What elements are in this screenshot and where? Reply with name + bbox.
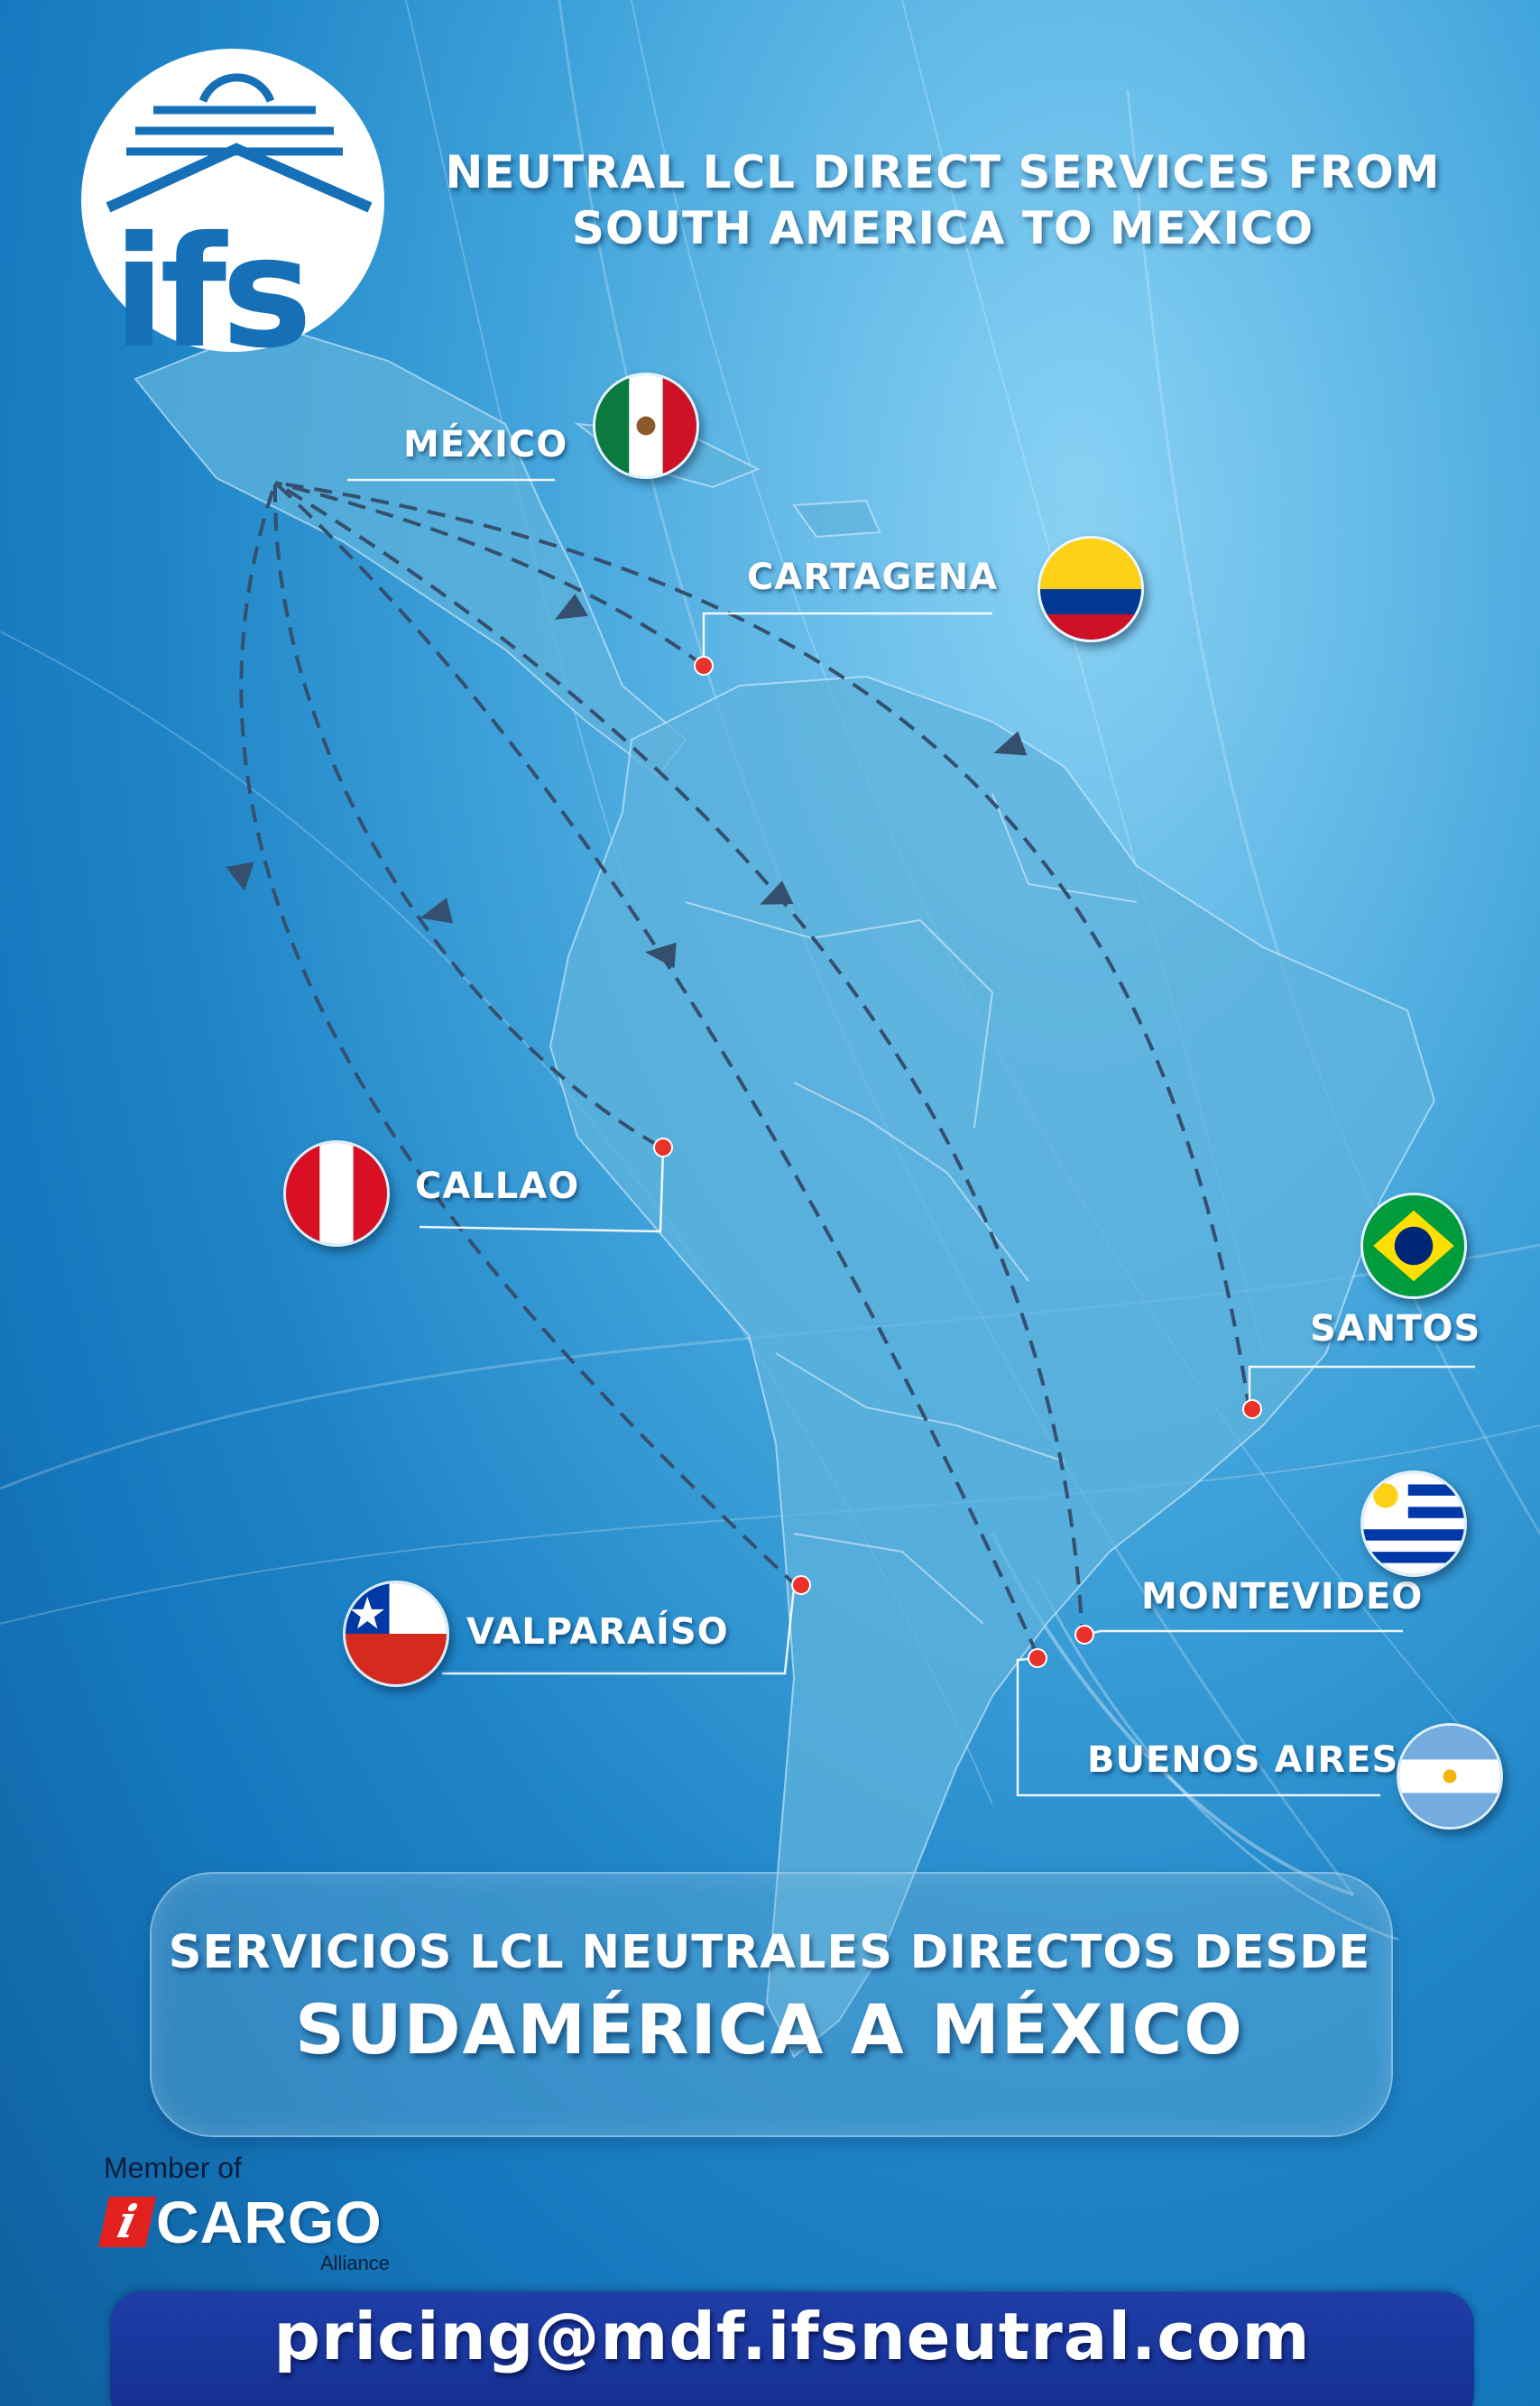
- colombia-flag-icon: [1037, 536, 1144, 642]
- cartagena-pin: [694, 656, 714, 676]
- argentina-flag-icon: [1397, 1723, 1503, 1830]
- callao-pin: [653, 1138, 673, 1157]
- mexico-flag-icon: [593, 373, 699, 479]
- spanish-title-line1: SERVICIOS LCL NEUTRALES DIRECTOS DESDE: [168, 1926, 1371, 1979]
- route-valparaiso-mexico: [239, 482, 800, 1590]
- peru-flag-icon: [283, 1140, 390, 1247]
- spanish-title-line2: SUDAMÉRICA A MÉXICO: [295, 1989, 1244, 2070]
- south-america-land: [549, 675, 1436, 2059]
- cartagena-label: CARTAGENA: [747, 557, 999, 598]
- ifs-logo: [81, 49, 384, 352]
- arrow-icon: [226, 862, 254, 891]
- english-title-line2: SOUTH AMERICA TO MEXICO: [571, 202, 1314, 254]
- ifs-logo-text: ifs: [113, 204, 312, 383]
- montevideo-pin: [1074, 1625, 1094, 1645]
- icargo-wordmark: CARGO: [156, 2189, 383, 2255]
- chile-flag-icon: [343, 1581, 449, 1687]
- mexico-label: MÉXICO: [403, 424, 568, 466]
- valparaiso-label: VALPARAÍSO: [466, 1611, 729, 1653]
- icargo-logo: i CARGO: [98, 2189, 383, 2255]
- english-title-line1: NEUTRAL LCL DIRECT SERVICES FROM: [445, 146, 1441, 198]
- route-arrows: [226, 594, 1028, 969]
- land-masses: [134, 323, 1436, 2059]
- contact-bar: [110, 2291, 1474, 2406]
- brazil-flag-icon: [1360, 1193, 1467, 1299]
- buenos-aires-label: BUENOS AIRES: [1087, 1739, 1399, 1781]
- country-borders: [685, 793, 1138, 1625]
- shipping-routes: [239, 481, 1251, 1656]
- santos-pin: [1242, 1399, 1262, 1419]
- spanish-title-panel: [150, 1872, 1393, 2137]
- label-leader-lines: [347, 478, 1475, 1797]
- icargo-alliance-label: Alliance: [320, 2252, 391, 2274]
- route-callao-mexico: [272, 482, 659, 1148]
- member-of-label: Member of: [104, 2152, 242, 2184]
- route-cartagena-mexico: [274, 481, 705, 668]
- route-montevideo-mexico: [273, 481, 1084, 1643]
- arrow-icon: [555, 594, 588, 620]
- arrow-icon: [993, 731, 1028, 756]
- arrow-icon: [644, 942, 677, 969]
- route-santos-mexico: [274, 481, 1251, 1413]
- contact-email[interactable]: pricing@mdf.ifsneutral.com: [273, 2299, 1311, 2374]
- callao-label: CALLAO: [415, 1166, 580, 1207]
- arrow-icon: [420, 898, 454, 924]
- route-buenos-aires-mexico: [273, 481, 1039, 1656]
- montevideo-label: MONTEVIDEO: [1141, 1576, 1424, 1618]
- hispaniola-land: [792, 499, 881, 539]
- arrow-icon: [760, 880, 794, 905]
- valparaiso-pin: [791, 1575, 811, 1595]
- port-pins: [653, 656, 1262, 1668]
- buenos-aires-pin: [1028, 1648, 1047, 1668]
- santos-label: SANTOS: [1310, 1308, 1481, 1350]
- icargo-i-mark: i: [98, 2195, 156, 2248]
- uruguay-flag-icon: [1360, 1470, 1467, 1577]
- english-title: NEUTRAL LCL DIRECT SERVICES FROM SOUTH A…: [424, 144, 1462, 256]
